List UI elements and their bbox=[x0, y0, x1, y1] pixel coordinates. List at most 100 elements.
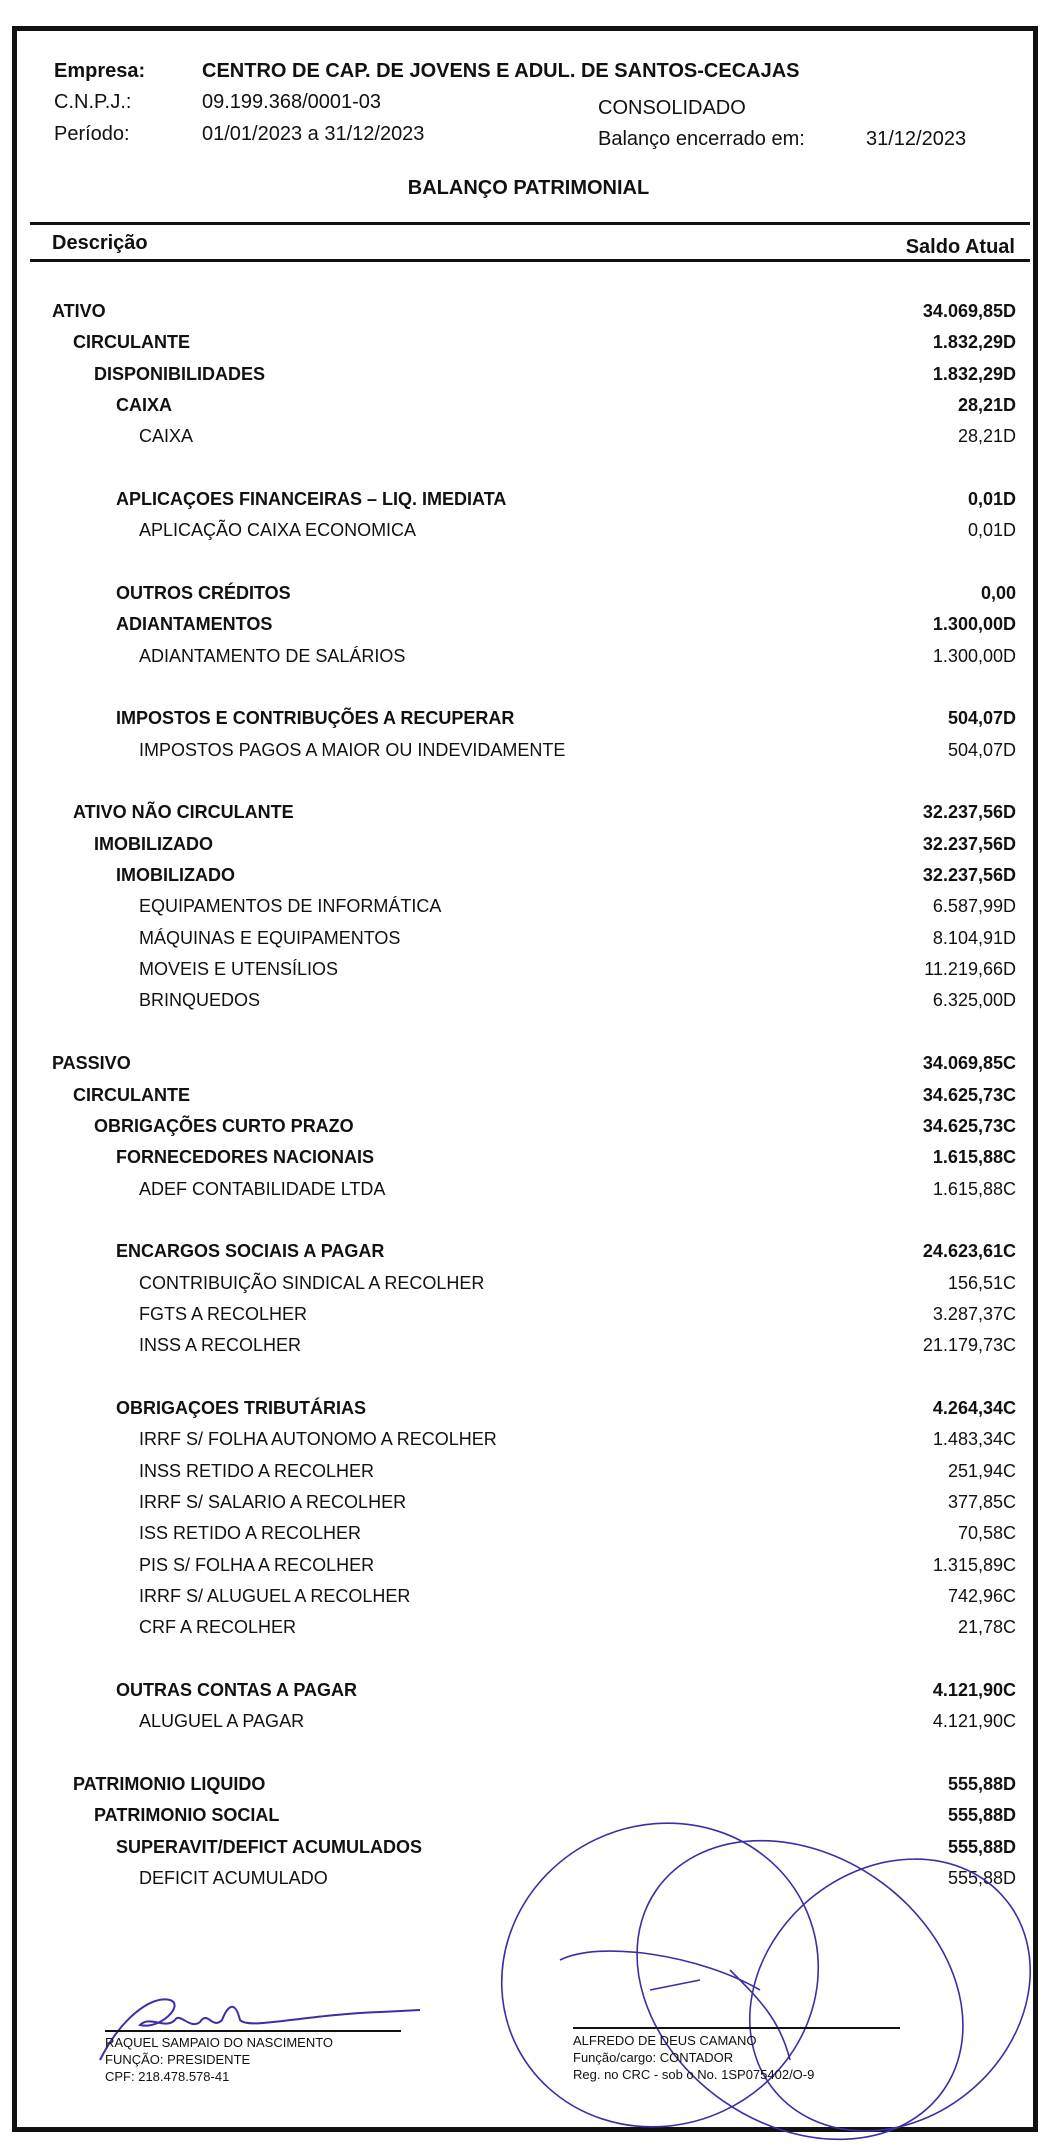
account-row: IRRF S/ SALARIO A RECOLHER 377,85C bbox=[0, 1486, 1057, 1517]
account-balance: 28,21D bbox=[957, 395, 1016, 416]
account-row: APLICAÇÃO CAIXA ECONOMICA 0,01D bbox=[0, 514, 1057, 545]
account-balance: 21.179,73C bbox=[922, 1335, 1016, 1356]
account-label: PIS S/ FOLHA A RECOLHER bbox=[139, 1554, 375, 1575]
account-balance: 4.264,34C bbox=[932, 1397, 1016, 1418]
account-group-row: PATRIMONIO SOCIAL 555,88D bbox=[0, 1799, 1057, 1830]
encerrado-value: 31/12/2023 bbox=[866, 128, 967, 150]
account-group-row: IMPOSTOS E CONTRIBUÇÕES A RECUPERAR 504,0… bbox=[0, 702, 1057, 733]
account-row: CONTRIBUIÇÃO SINDICAL A RECOLHER 156,51C bbox=[0, 1267, 1057, 1298]
account-group-row: OUTRAS CONTAS A PAGAR 4.121,90C bbox=[0, 1674, 1057, 1705]
account-label: PATRIMONIO LIQUIDO bbox=[73, 1773, 266, 1794]
account-balance: 1.300,00D bbox=[932, 645, 1016, 666]
cnpj-value: 09.199.368/0001-03 bbox=[202, 91, 382, 113]
header-rule-top bbox=[30, 222, 1030, 225]
account-row: ADIANTAMENTO DE SALÁRIOS 1.300,00D bbox=[0, 640, 1057, 671]
periodo-value: 01/01/2023 a 31/12/2023 bbox=[202, 123, 425, 145]
consolidado-label: CONSOLIDADO bbox=[598, 97, 746, 119]
document-border bbox=[12, 26, 1038, 2132]
account-label: APLICAÇÃO CAIXA ECONOMICA bbox=[139, 520, 417, 541]
account-group-row: CAIXA 28,21D bbox=[0, 389, 1057, 420]
account-balance: 1.483,34C bbox=[932, 1429, 1016, 1450]
account-label: CAIXA bbox=[139, 426, 194, 447]
account-label: ENCARGOS SOCIAIS A PAGAR bbox=[116, 1241, 385, 1262]
account-balance: 4.121,90C bbox=[932, 1711, 1016, 1732]
account-group-row: ATIVO NÃO CIRCULANTE 32.237,56D bbox=[0, 796, 1057, 827]
account-balance: 34.625,73C bbox=[922, 1115, 1016, 1136]
account-label: EQUIPAMENTOS DE INFORMÁTICA bbox=[139, 896, 442, 917]
column-header-saldo: Saldo Atual bbox=[905, 236, 1015, 258]
account-row: IRRF S/ FOLHA AUTONOMO A RECOLHER 1.483,3… bbox=[0, 1423, 1057, 1454]
account-balance: 0,01D bbox=[967, 489, 1016, 510]
account-row: MÁQUINAS E EQUIPAMENTOS 8.104,91D bbox=[0, 922, 1057, 953]
account-balance: 1.615,88C bbox=[932, 1147, 1016, 1168]
account-label: PATRIMONIO SOCIAL bbox=[94, 1805, 280, 1826]
account-label: OBRIGAÇÕES CURTO PRAZO bbox=[94, 1115, 354, 1136]
account-label: OUTRAS CONTAS A PAGAR bbox=[116, 1679, 357, 1700]
account-balance: 32.237,56D bbox=[922, 833, 1016, 854]
account-balance: 0,00 bbox=[980, 583, 1016, 604]
account-label: CIRCULANTE bbox=[73, 332, 190, 353]
account-label: CRF A RECOLHER bbox=[139, 1617, 297, 1638]
account-label: ATIVO NÃO CIRCULANTE bbox=[73, 802, 294, 823]
account-balance: 32.237,56D bbox=[922, 802, 1016, 823]
account-label: APLICAÇOES FINANCEIRAS – LIQ. IMEDIATA bbox=[116, 489, 507, 510]
cnpj-label: C.N.P.J.: bbox=[54, 91, 132, 113]
account-label: IMOBILIZADO bbox=[94, 833, 213, 854]
account-label: SUPERAVIT/DEFICT ACUMULADOS bbox=[116, 1836, 422, 1857]
account-label: DEFICIT ACUMULADO bbox=[139, 1868, 328, 1888]
account-group-row: PATRIMONIO LIQUIDO 555,88D bbox=[0, 1768, 1057, 1799]
account-label: ALUGUEL A PAGAR bbox=[139, 1711, 305, 1732]
account-balance: 504,07D bbox=[947, 739, 1016, 760]
account-balance: 4.121,90C bbox=[932, 1679, 1016, 1700]
account-balance: 32.237,56D bbox=[922, 865, 1016, 886]
account-group-row: PASSIVO 34.069,85C bbox=[0, 1047, 1057, 1078]
account-balance: 28,21D bbox=[957, 426, 1016, 447]
account-row: ADEF CONTABILIDADE LTDA 1.615,88C bbox=[0, 1173, 1057, 1204]
account-group-row: CIRCULANTE 34.625,73C bbox=[0, 1079, 1057, 1110]
account-balance: 1.315,89C bbox=[932, 1554, 1016, 1575]
account-balance: 11.219,66D bbox=[924, 959, 1016, 980]
account-label: DISPONIBILIDADES bbox=[94, 363, 266, 384]
account-label: OUTROS CRÉDITOS bbox=[116, 583, 291, 604]
account-balance: 1.615,88C bbox=[932, 1178, 1016, 1199]
header-rule-bottom bbox=[30, 259, 1030, 262]
account-balance: 34.069,85C bbox=[922, 1053, 1016, 1074]
account-row: EQUIPAMENTOS DE INFORMÁTICA 6.587,99D bbox=[0, 890, 1057, 921]
account-row: CRF A RECOLHER 21,78C bbox=[0, 1611, 1057, 1642]
account-row: DEFICIT ACUMULADO 555,88D bbox=[0, 1862, 1057, 1893]
account-label: IRRF S/ ALUGUEL A RECOLHER bbox=[139, 1585, 411, 1606]
account-label: CONTRIBUIÇÃO SINDICAL A RECOLHER bbox=[139, 1272, 485, 1293]
accountant-crc: Reg. no CRC - sob o No. 1SP075402/O-9 bbox=[573, 2067, 815, 2082]
account-group-row: ATIVO 34.069,85D bbox=[0, 295, 1057, 326]
account-balance: 555,88D bbox=[947, 1805, 1016, 1826]
account-label: IMOBILIZADO bbox=[116, 865, 235, 886]
account-balance: 0,01D bbox=[967, 520, 1016, 541]
account-row: BRINQUEDOS 6.325,00D bbox=[0, 984, 1057, 1015]
account-label: ATIVO bbox=[52, 301, 106, 321]
account-group-row: IMOBILIZADO 32.237,56D bbox=[0, 859, 1057, 890]
account-label: CIRCULANTE bbox=[73, 1084, 190, 1105]
account-label: ADIANTAMENTO DE SALÁRIOS bbox=[139, 645, 406, 666]
account-balance: 251,94C bbox=[947, 1460, 1016, 1481]
account-group-row: ENCARGOS SOCIAIS A PAGAR 24.623,61C bbox=[0, 1235, 1057, 1266]
account-row: ALUGUEL A PAGAR 4.121,90C bbox=[0, 1705, 1057, 1736]
account-group-row: FORNECEDORES NACIONAIS 1.615,88C bbox=[0, 1141, 1057, 1172]
periodo-label: Período: bbox=[54, 123, 130, 145]
account-label: ADIANTAMENTOS bbox=[116, 614, 273, 635]
account-balance: 6.587,99D bbox=[932, 896, 1016, 917]
account-row: ISS RETIDO A RECOLHER 70,58C bbox=[0, 1517, 1057, 1548]
account-label: IRRF S/ FOLHA AUTONOMO A RECOLHER bbox=[139, 1429, 497, 1450]
account-balance: 156,51C bbox=[947, 1272, 1016, 1293]
encerrado-label: Balanço encerrado em: bbox=[598, 128, 805, 150]
account-balance: 3.287,37C bbox=[932, 1303, 1016, 1324]
account-label: PASSIVO bbox=[52, 1053, 131, 1074]
account-balance: 555,88D bbox=[947, 1868, 1016, 1888]
account-group-row: CIRCULANTE 1.832,29D bbox=[0, 326, 1057, 357]
account-row: CAIXA 28,21D bbox=[0, 420, 1057, 451]
account-balance: 555,88D bbox=[947, 1773, 1016, 1794]
account-balance: 70,58C bbox=[957, 1523, 1016, 1544]
account-label: IMPOSTOS PAGOS A MAIOR OU INDEVIDAMENTE bbox=[139, 739, 566, 760]
account-balance: 34.625,73C bbox=[922, 1084, 1016, 1105]
accountant-role: Função/cargo: CONTADOR bbox=[573, 2050, 734, 2065]
account-group-row: ADIANTAMENTOS 1.300,00D bbox=[0, 608, 1057, 639]
